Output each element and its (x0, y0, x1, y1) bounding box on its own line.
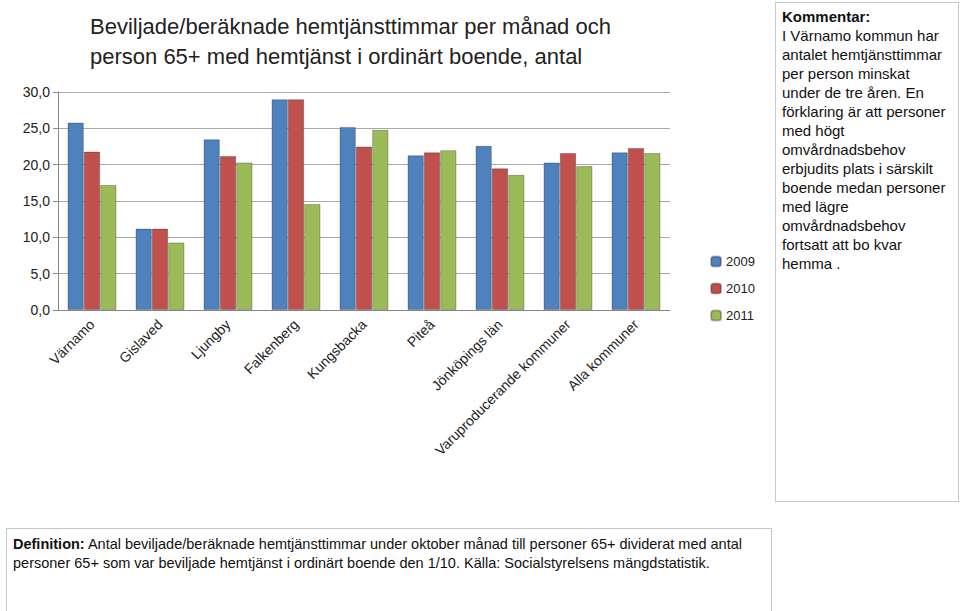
svg-text:20,0: 20,0 (23, 157, 50, 173)
svg-text:Beviljade/beräknade hemtjänstt: Beviljade/beräknade hemtjänsttimmar per … (90, 14, 617, 39)
html-text:Kommentar:: Kommentar: (782, 8, 871, 25)
svg-text:person 65+ med hemtjänst i ord: person 65+ med hemtjänst i ordinärt boen… (90, 44, 582, 69)
svg-text:2009: 2009 (726, 254, 755, 269)
svg-text:2010: 2010 (726, 281, 755, 296)
svg-text:Jönköpings län: Jönköpings län (428, 316, 505, 393)
svg-text:Alla kommuner: Alla kommuner (564, 316, 642, 394)
svg-text:5,0: 5,0 (31, 266, 51, 282)
svg-text:25,0: 25,0 (23, 120, 50, 136)
svg-text:Piteå: Piteå (404, 316, 438, 350)
html-text:I Värnamo kommun har antalet h: I Värnamo kommun har antalet hemtjänstti… (782, 27, 946, 272)
svg-text:Ljungby: Ljungby (188, 316, 234, 362)
svg-text:Värnamo: Värnamo (46, 316, 98, 368)
svg-text:10,0: 10,0 (23, 229, 50, 245)
svg-text:15,0: 15,0 (23, 193, 50, 209)
svg-text:30,0: 30,0 (23, 84, 50, 100)
svg-text:Varuproducerande kommuner: Varuproducerande kommuner (432, 316, 574, 458)
html-text:Definition: Antal beviljade/be: Definition: Antal beviljade/beräknade he… (13, 536, 742, 571)
svg-text:2011: 2011 (726, 308, 754, 323)
svg-text:Gislaved: Gislaved (116, 316, 166, 366)
svg-text:0,0: 0,0 (31, 302, 51, 318)
svg-text:Falkenberg: Falkenberg (241, 316, 302, 377)
svg-text:Kungsbacka: Kungsbacka (304, 316, 370, 382)
